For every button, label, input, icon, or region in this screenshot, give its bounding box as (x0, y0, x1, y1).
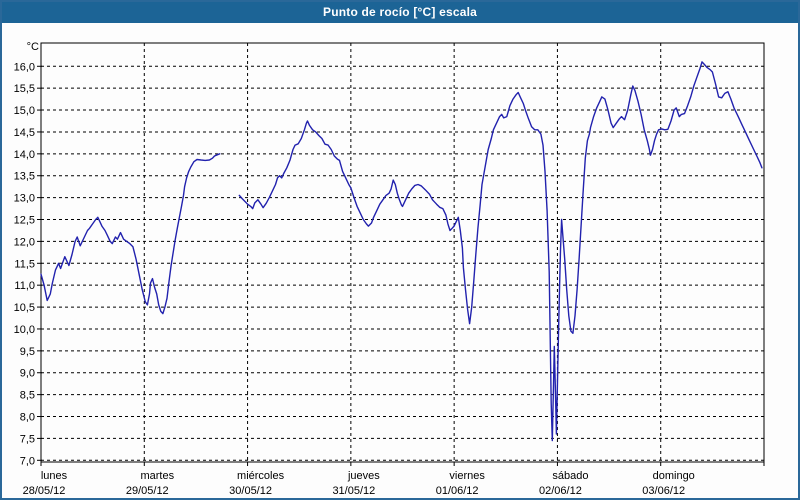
y-tick-label: 10,5 (14, 302, 35, 314)
y-tick-label: 15,5 (14, 83, 35, 95)
y-tick-label: 8,5 (20, 390, 35, 402)
x-day-date: 01/06/12 (436, 485, 479, 497)
x-day-name: jueves (347, 470, 380, 482)
axes (37, 42, 765, 466)
axis-labels: 16,0 15,5 15,0 14,5 14,0 13,5 13,0 12,5 12,0 11,5… (14, 41, 695, 497)
y-tick-label: 9,0 (20, 368, 35, 380)
x-day-date: 28/05/12 (23, 485, 66, 497)
y-tick-label: 9,5 (20, 346, 35, 358)
y-tick-label: 11,0 (14, 280, 35, 292)
x-day-name: lunes (41, 470, 68, 482)
series-dew-point (40, 61, 763, 442)
y-tick-label: 7,5 (20, 433, 35, 445)
x-day-name: domingo (653, 470, 695, 482)
y-tick-label: 13,0 (14, 193, 35, 205)
x-day-name: sábado (552, 470, 588, 482)
x-day-name: miércoles (237, 470, 285, 482)
y-axis-unit-label: °C (27, 41, 39, 53)
y-tick-label: 8,0 (20, 412, 35, 424)
y-tick-label: 14,0 (14, 149, 35, 161)
y-tick-label: 15,0 (14, 105, 35, 117)
x-day-date: 29/05/12 (126, 485, 169, 497)
gridlines (41, 43, 764, 462)
y-tick-label: 11,5 (14, 258, 35, 270)
y-tick-label: 14,5 (14, 127, 35, 139)
y-tick-label: 12,5 (14, 215, 35, 227)
x-day-date: 31/05/12 (332, 485, 375, 497)
y-tick-label: 10,0 (14, 324, 35, 336)
y-tick-label: 7,0 (20, 455, 35, 467)
y-tick-label: 16,0 (14, 61, 35, 73)
y-tick-label: 12,0 (14, 236, 35, 248)
dew-point-line (40, 153, 221, 315)
x-day-date: 03/06/12 (642, 485, 685, 497)
x-day-date: 02/06/12 (539, 485, 582, 497)
x-day-name: martes (140, 470, 174, 482)
chart-title: Punto de rocío [°C] escala (322, 5, 478, 19)
plot-border (40, 42, 765, 463)
x-day-date: 30/05/12 (229, 485, 272, 497)
y-tick-label: 13,5 (14, 171, 35, 183)
x-day-name: viernes (449, 470, 485, 482)
dew-point-line (238, 61, 763, 442)
window-title-bar: Punto de rocío [°C] escala (2, 2, 798, 23)
